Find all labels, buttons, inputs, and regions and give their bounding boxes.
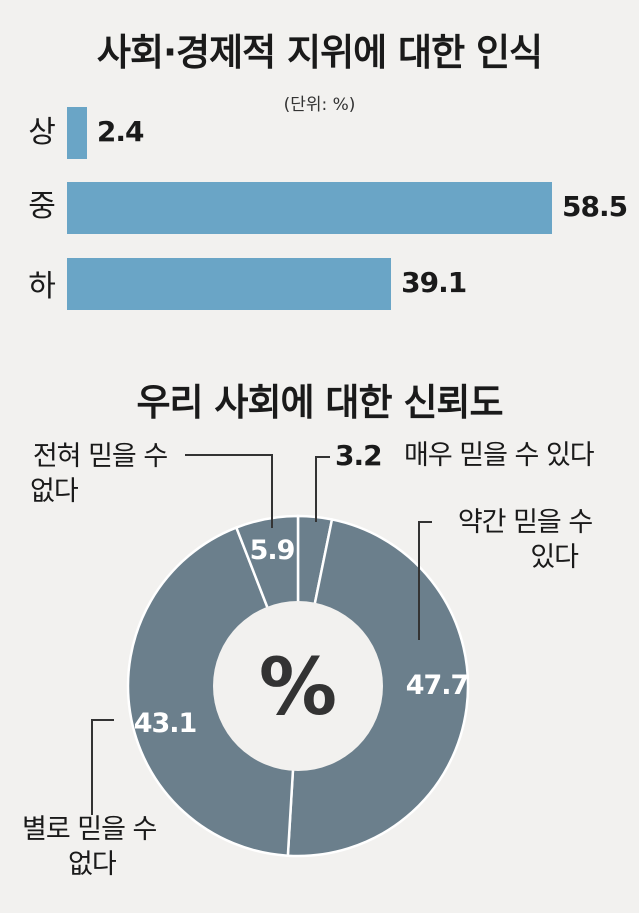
slice-label-not-very: 별로 믿을 수 없다 [22, 812, 182, 882]
bar-value-lower: 39.1 [401, 266, 467, 299]
bar-label-upper: 상 [28, 115, 56, 150]
slice-label-not-very-line-2: 없다 [68, 849, 117, 880]
leader-line-somewhat [418, 521, 432, 640]
bar-value-middle: 58.5 [562, 190, 628, 223]
donut-chart-title: 우리 사회에 대한 신뢰도 [136, 381, 503, 424]
slice-label-somewhat-line-2: 있다 [530, 542, 579, 573]
leader-line-not-very [91, 719, 114, 815]
slice-label-somewhat: 약간 믿을 수 있다 [440, 505, 610, 575]
donut-center-label: % [259, 643, 337, 733]
slice-label-not-at-all-line-1: 전혀 믿을 수 [32, 441, 168, 472]
leader-line-not-at-all [185, 454, 273, 528]
slice-value-not-at-all: 5.9 [250, 535, 295, 566]
slice-label-somewhat-line-1: 약간 믿을 수 [457, 507, 593, 538]
slice-value-not-very: 43.1 [134, 708, 197, 739]
slice-label-not-very-line-1: 별로 믿을 수 [22, 814, 157, 845]
slice-not-very [126, 525, 300, 858]
slice-value-very-trust: 3.2 [335, 439, 383, 472]
bar-label-middle: 중 [28, 189, 56, 224]
slice-label-very-trust: 매우 믿을 수 있다 [404, 440, 595, 471]
slice-label-not-at-all: 전혀 믿을 수 없다 [20, 439, 180, 509]
bar-upper [67, 107, 87, 159]
slice-value-somewhat: 47.7 [406, 670, 469, 701]
bar-lower [67, 258, 392, 310]
bar-chart-title: 사회·경제적 지위에 대한 인식 [96, 31, 543, 74]
slice-label-not-at-all-line-2: 없다 [30, 476, 79, 507]
donut-hole [213, 601, 383, 771]
bar-chart-unit: (단위: %) [283, 95, 356, 115]
leader-line-very-trust [315, 456, 330, 522]
bar-value-upper: 2.4 [96, 115, 145, 148]
bar-label-lower: 하 [28, 269, 56, 304]
bar-middle [67, 182, 552, 234]
